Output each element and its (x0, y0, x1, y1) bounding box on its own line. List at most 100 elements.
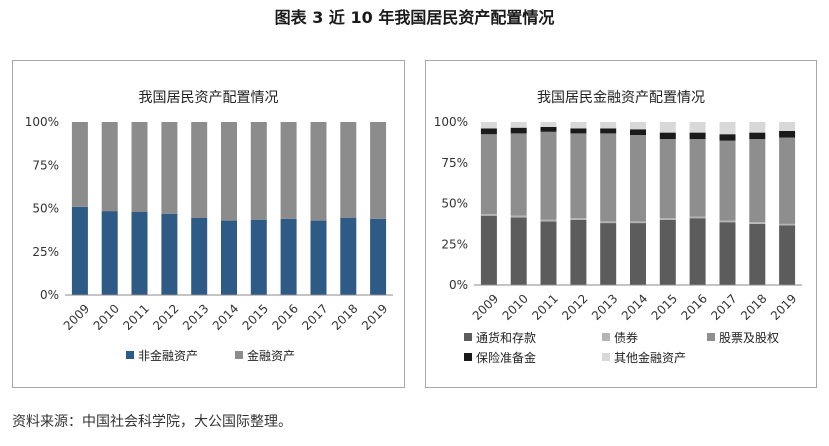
bar-segment (689, 122, 706, 133)
bar-segment (719, 220, 736, 223)
bar-segment (310, 220, 327, 295)
bar-segment (659, 122, 676, 133)
bar-segment (779, 225, 796, 285)
bar-segment (510, 215, 527, 218)
bar-segment (221, 122, 237, 221)
bar-segment (749, 222, 766, 224)
x-tick-label: 2015 (649, 291, 680, 322)
x-tick-label: 2012 (150, 301, 181, 332)
bar-segment (131, 122, 148, 212)
bar-segment (689, 139, 706, 217)
x-tick-label: 2010 (500, 291, 531, 322)
bar-segment (689, 216, 706, 219)
bar-segment (540, 122, 557, 127)
bar-segment (71, 122, 88, 207)
bar-segment (749, 223, 766, 285)
x-tick-label: 2019 (359, 301, 390, 332)
y-tick-label: 50% (32, 202, 59, 216)
bar-segment (480, 215, 497, 285)
bar-segment (749, 132, 766, 140)
bar-segment (630, 223, 646, 285)
x-tick-label: 2018 (329, 301, 360, 332)
bar-segment (719, 222, 736, 285)
legend-swatch (602, 333, 610, 341)
bar-segment (510, 133, 527, 216)
x-tick-label: 2009 (61, 301, 92, 332)
x-tick-label: 2016 (678, 291, 709, 322)
bar-segment (779, 137, 796, 224)
bar-segment (600, 128, 617, 134)
bar-segment (570, 219, 587, 285)
bar-segment (600, 221, 617, 223)
legend-label: 债券 (614, 330, 638, 345)
bar-segment (191, 218, 208, 295)
bar-segment (101, 211, 118, 295)
bar-segment (280, 218, 297, 295)
y-tick-label: 75% (32, 158, 59, 172)
bar-segment (719, 134, 736, 141)
bar-segment (101, 122, 118, 212)
bar-segment (280, 122, 297, 219)
bar-segment (71, 206, 88, 295)
bar-segment (779, 131, 796, 138)
bar-segment (510, 127, 527, 134)
bar-segment (480, 128, 497, 135)
chart-panel-financial-assets: 我国居民金融资产配置情况 0% 25% 50% 75% 100% 2009 2010 2011… (425, 60, 817, 388)
x-tick-label: 2012 (559, 291, 590, 322)
bar-segment (370, 122, 387, 219)
legend-swatch (707, 333, 715, 341)
bar-segment (221, 220, 237, 295)
x-tick-label: 2011 (120, 301, 151, 332)
x-tick-label: 2010 (91, 301, 122, 332)
chart-panel-household-assets: 我国居民资产配置情况 0% 25% 50% 75% 100% 2009 2010 2011 20… (12, 60, 405, 388)
source-note: 资料来源：中国社会科学院，大公国际整理。 (12, 414, 292, 430)
chart-financial-assets: 0%25%50%75%100%2009201020112012201320142… (434, 115, 802, 365)
bar-segment (689, 132, 706, 140)
bar-segment (510, 217, 527, 285)
bar-segment (719, 140, 736, 221)
bar-segment (630, 221, 646, 223)
bar-segment (659, 132, 676, 140)
bar-segment (370, 218, 387, 295)
bar-segment (659, 219, 676, 285)
figure-title: 图表 3 近 10 年我国居民资产配置情况 (274, 8, 555, 27)
legend-label: 股票及股权 (719, 331, 779, 345)
bar-segment (540, 126, 557, 132)
x-tick-label: 2018 (738, 291, 769, 322)
bar-segment (570, 122, 587, 129)
bar-segment (131, 212, 148, 295)
bar-segment (480, 134, 497, 215)
y-tick-label: 25% (32, 245, 59, 259)
bar-segment (779, 223, 796, 226)
x-tick-label: 2017 (708, 291, 739, 322)
y-tick-label: 25% (441, 237, 468, 251)
x-tick-label: 2014 (210, 301, 241, 332)
bar-segment (630, 129, 646, 135)
legend-swatch (464, 333, 472, 341)
legend-label: 金融资产 (247, 348, 295, 363)
bar-segment (340, 218, 357, 295)
bar-segment (310, 122, 327, 221)
legend-label: 保险准备金 (476, 350, 536, 365)
bar-segment (510, 122, 527, 128)
x-tick-label: 2013 (589, 291, 620, 322)
y-tick-label: 0% (40, 288, 59, 302)
bar-segment (600, 223, 617, 285)
legend-swatch (126, 351, 134, 359)
x-tick-label: 2017 (299, 301, 330, 332)
x-tick-label: 2015 (240, 301, 271, 332)
x-tick-label: 2011 (529, 291, 560, 322)
bar-segment (689, 218, 706, 285)
y-tick-label: 100% (25, 115, 59, 129)
x-tick-label: 2019 (768, 291, 799, 322)
bar-segment (749, 122, 766, 133)
bar-segment (480, 214, 497, 216)
bar-segment (719, 122, 736, 135)
x-tick-label: 2009 (470, 291, 501, 322)
y-tick-label: 100% (434, 115, 468, 129)
bar-segment (659, 139, 676, 219)
bar-segment (630, 122, 646, 130)
legend-label: 其他金融资产 (614, 350, 686, 365)
bar-segment (540, 221, 557, 285)
bar-segment (250, 219, 267, 295)
